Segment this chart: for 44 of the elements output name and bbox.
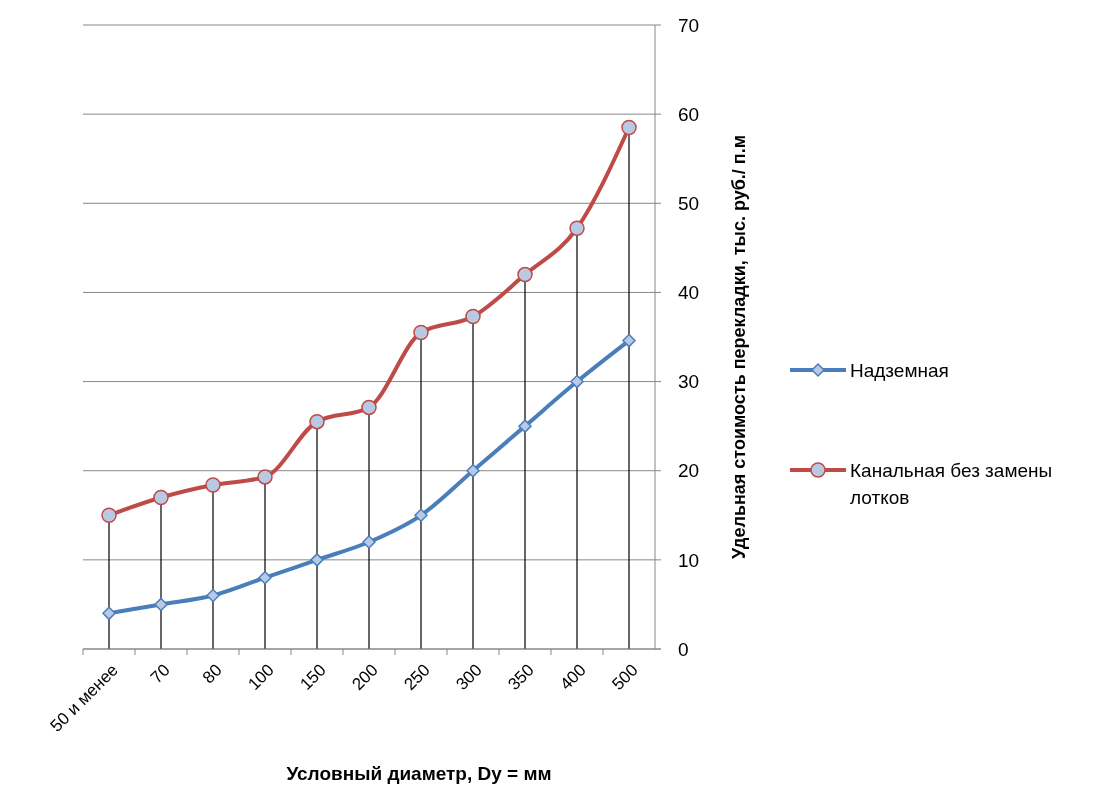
point — [361, 399, 377, 416]
legend-label: Надземная — [850, 359, 949, 381]
x-axis-title: Условный диаметр, Dy = мм — [286, 763, 552, 784]
point — [569, 220, 585, 236]
legend-label: Канальная без замены лотков — [850, 459, 1053, 509]
point — [362, 535, 376, 549]
point — [517, 266, 533, 283]
x-tick-label: 500 — [608, 660, 642, 694]
x-tick-label: 400 — [556, 660, 590, 694]
y-tick-label: 30 — [678, 371, 700, 393]
point — [570, 374, 584, 389]
x-tick-label: 80 — [199, 660, 226, 688]
point — [309, 413, 325, 430]
y-tick-label: 0 — [678, 638, 689, 660]
point — [310, 553, 324, 567]
point — [257, 469, 273, 485]
point — [154, 597, 168, 612]
x-tick-label: 250 — [400, 660, 434, 694]
y-tick-label: 50 — [678, 192, 700, 214]
point — [621, 119, 637, 136]
point — [518, 419, 532, 433]
point — [465, 308, 481, 325]
y-tick-label: 70 — [678, 14, 700, 36]
x-tick-label: 100 — [244, 660, 278, 694]
x-tick-label: 300 — [452, 660, 486, 694]
x-tick-label: 70 — [147, 660, 174, 688]
point — [622, 333, 636, 348]
point — [101, 507, 117, 524]
point — [413, 324, 429, 341]
x-tick-label: 350 — [504, 660, 538, 694]
x-tick-label: 200 — [348, 660, 382, 694]
y-tick-label: 60 — [678, 103, 700, 125]
point — [258, 570, 272, 585]
y-axis-title: Удельная стоимость перекладки, тыс. руб./ п.м — [729, 134, 749, 560]
y-tick-label: 20 — [678, 460, 700, 482]
y-tick-label: 40 — [678, 282, 700, 304]
point — [466, 463, 480, 478]
x-tick-label: 150 — [296, 660, 330, 694]
point — [414, 508, 428, 523]
point — [102, 606, 116, 621]
point — [206, 588, 220, 603]
y-tick-label: 10 — [678, 549, 700, 571]
point — [205, 477, 221, 493]
point — [153, 489, 169, 506]
